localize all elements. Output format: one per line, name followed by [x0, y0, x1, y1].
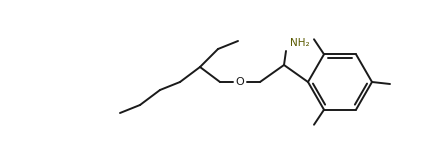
- Text: NH₂: NH₂: [290, 38, 310, 48]
- Text: O: O: [235, 77, 244, 87]
